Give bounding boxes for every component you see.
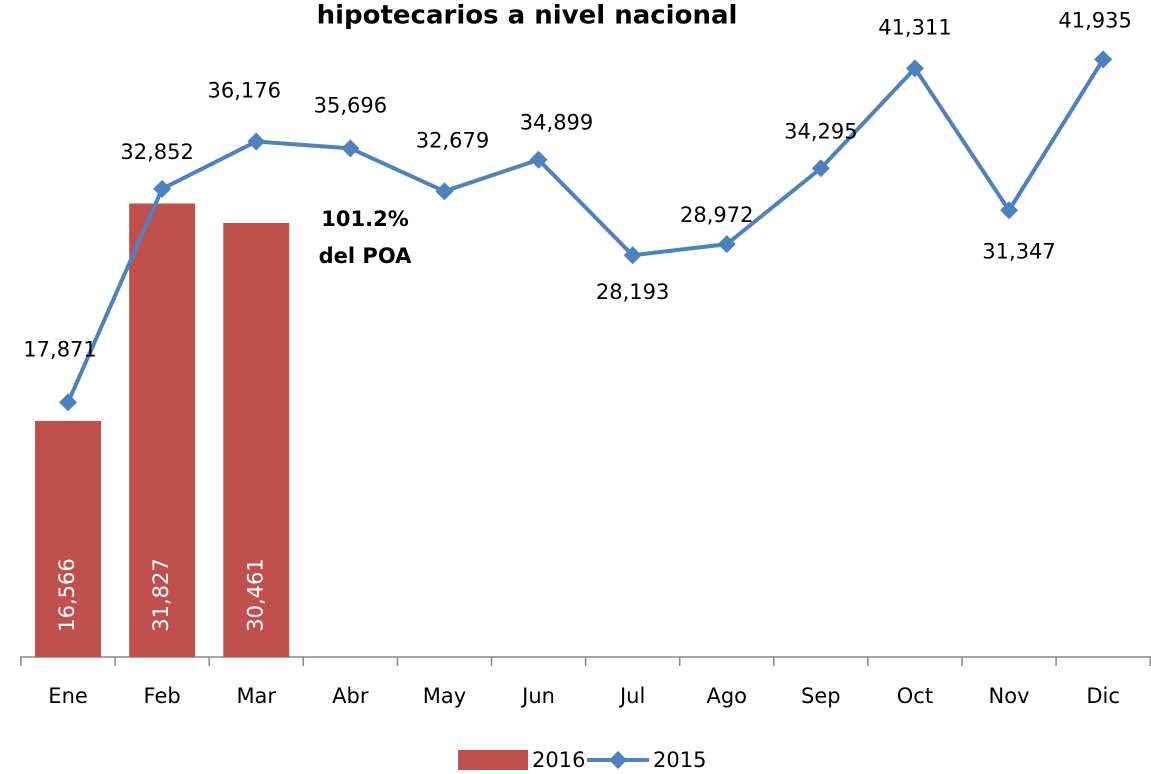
marker [623,246,642,265]
annotation: 101.2% [321,207,408,231]
annotation: del POA [319,244,412,268]
x-tick-label: Mar [236,684,276,708]
legend-swatch [458,750,528,770]
data-label: 41,935 [1058,8,1131,32]
data-label: 17,871 [23,337,96,361]
x-tick-label: Feb [144,684,181,708]
x-tick-label: Ene [48,684,88,708]
x-tick-label: May [423,684,466,708]
data-label: 32,852 [120,140,193,164]
bar [129,203,196,657]
x-tick-label: Nov [989,684,1030,708]
bar-value-label: 16,566 [55,558,79,631]
marker [153,179,172,198]
marker [59,393,78,412]
data-label: 31,347 [982,239,1055,263]
x-tick-label: Dic [1086,684,1120,708]
marker [717,235,736,254]
bar-value-label: 31,827 [149,558,173,631]
bar [223,222,290,657]
data-label: 34,899 [520,111,593,135]
chart-title: hipotecarios a nivel nacional [317,1,738,31]
data-label: 41,311 [878,15,951,39]
data-label: 35,696 [314,93,387,117]
x-tick-label: Abr [332,684,369,708]
legend-swatch [609,751,627,769]
bar [35,420,102,657]
marker [811,159,830,178]
marker [905,59,924,78]
x-tick-label: Jun [520,684,555,708]
data-label: 32,679 [416,128,489,152]
marker [529,150,548,169]
marker [1000,201,1019,220]
marker [1094,50,1113,69]
x-tick-label: Jul [618,684,645,708]
x-tick-label: Ago [706,684,747,708]
legend-label: 2015 [653,748,706,772]
line [66,58,1105,404]
marker [435,182,454,201]
marker [341,139,360,158]
marker [247,132,266,151]
data-label: 36,176 [208,78,281,102]
bar-value-label: 30,461 [243,558,267,631]
data-label: 34,295 [784,119,857,143]
data-label: 28,972 [680,203,753,227]
data-label: 28,193 [596,280,669,304]
legend-label: 2016 [532,748,585,772]
x-tick-label: Oct [897,684,933,708]
x-tick-label: Sep [801,684,841,708]
